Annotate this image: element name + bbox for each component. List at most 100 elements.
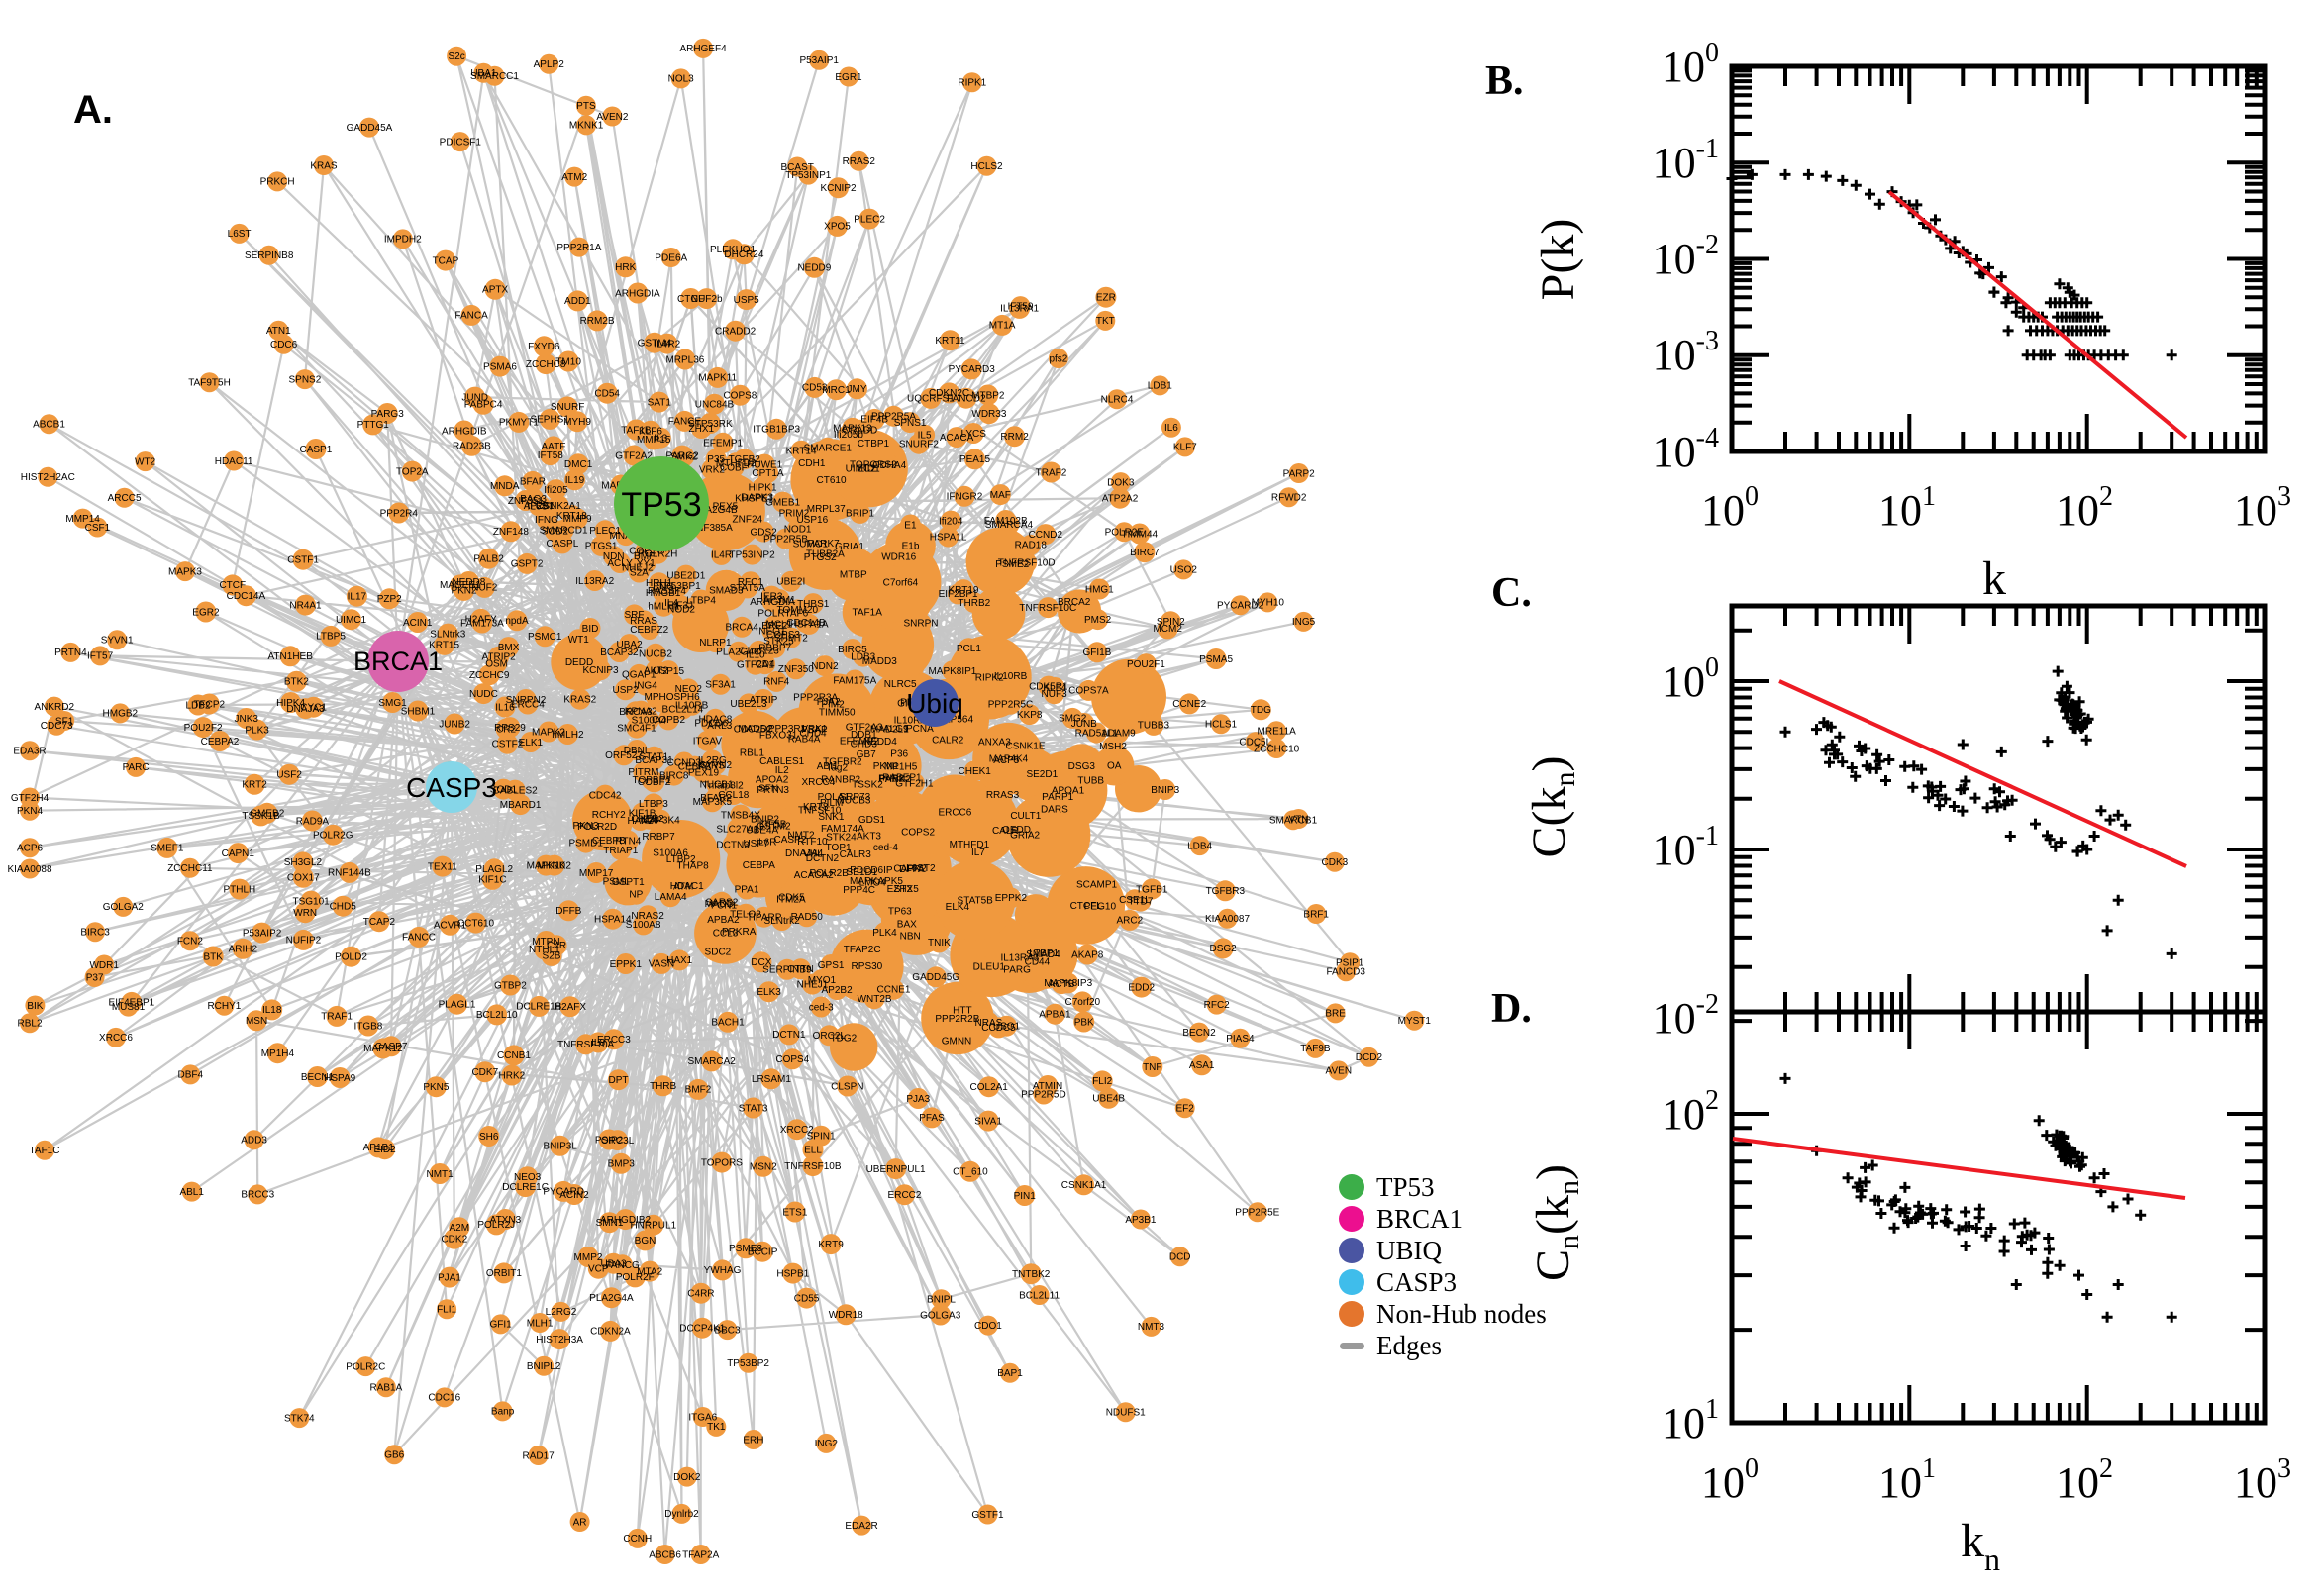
svg-text:BMP3: BMP3 bbox=[608, 1159, 636, 1170]
svg-text:CCDC5: CCDC5 bbox=[981, 1023, 1016, 1034]
svg-text:pfs2: pfs2 bbox=[1049, 353, 1067, 364]
svg-text:BRE: BRE bbox=[1325, 1009, 1346, 1020]
svg-text:IL6: IL6 bbox=[1164, 423, 1178, 434]
svg-text:VCP: VCP bbox=[588, 1264, 609, 1275]
svg-text:PLEKHO1: PLEKHO1 bbox=[710, 245, 757, 255]
svg-text:SCAMP1: SCAMP1 bbox=[1076, 880, 1118, 891]
svg-text:DFFB: DFFB bbox=[556, 906, 581, 917]
svg-text:USO2: USO2 bbox=[1170, 565, 1198, 576]
svg-text:USP16: USP16 bbox=[796, 515, 828, 526]
svg-text:GTBP2: GTBP2 bbox=[494, 980, 527, 991]
svg-text:PLK3: PLK3 bbox=[245, 725, 269, 736]
svg-text:IL10: IL10 bbox=[746, 650, 765, 661]
svg-text:JNK3: JNK3 bbox=[234, 714, 258, 725]
svg-text:MAP4K4: MAP4K4 bbox=[989, 754, 1029, 765]
svg-text:BIRC8: BIRC8 bbox=[659, 770, 689, 781]
svg-text:AR: AR bbox=[573, 1517, 587, 1528]
svg-text:YY1: YY1 bbox=[637, 558, 656, 569]
svg-text:STAT1: STAT1 bbox=[640, 752, 669, 763]
svg-text:CSF1: CSF1 bbox=[85, 523, 111, 534]
svg-text:FANCC: FANCC bbox=[402, 933, 436, 944]
svg-text:CEBPZ2: CEBPZ2 bbox=[630, 625, 668, 636]
svg-text:WT1: WT1 bbox=[568, 635, 590, 646]
svg-text:GSPT1: GSPT1 bbox=[612, 877, 645, 888]
svg-text:RTN4: RTN4 bbox=[615, 836, 641, 847]
svg-text:BECN1: BECN1 bbox=[301, 1072, 335, 1083]
svg-text:APOA2: APOA2 bbox=[756, 775, 789, 786]
svg-text:ATRIP2: ATRIP2 bbox=[481, 652, 516, 663]
svg-text:SMARCE1: SMARCE1 bbox=[804, 444, 853, 454]
svg-text:CD53: CD53 bbox=[802, 383, 828, 394]
svg-text:PILM: PILM bbox=[820, 798, 843, 809]
svg-text:GDS1: GDS1 bbox=[858, 815, 886, 826]
svg-text:EFEMP2: EFEMP2 bbox=[840, 736, 879, 747]
svg-text:MYO1: MYO1 bbox=[808, 975, 837, 986]
svg-text:STAT3: STAT3 bbox=[739, 1103, 768, 1114]
svg-text:TOP2A: TOP2A bbox=[396, 466, 429, 477]
svg-text:MRE11A: MRE11A bbox=[1258, 727, 1297, 738]
svg-text:TELO2: TELO2 bbox=[730, 910, 761, 921]
svg-text:MTPN: MTPN bbox=[532, 937, 559, 948]
svg-text:MADD2: MADD2 bbox=[738, 724, 772, 735]
svg-text:VRK2: VRK2 bbox=[699, 465, 726, 476]
svg-text:PSIP2: PSIP2 bbox=[595, 1135, 624, 1146]
svg-text:IMPDH2: IMPDH2 bbox=[384, 235, 422, 246]
svg-text:LDB3: LDB3 bbox=[851, 651, 875, 662]
svg-text:LYCS: LYCS bbox=[961, 429, 987, 440]
svg-text:PPP2R5E: PPP2R5E bbox=[1235, 1208, 1279, 1219]
svg-text:CTBP1: CTBP1 bbox=[858, 439, 890, 449]
svg-text:TM10: TM10 bbox=[556, 356, 581, 367]
svg-text:P37: P37 bbox=[86, 972, 104, 983]
svg-text:B.: B. bbox=[1485, 58, 1524, 104]
svg-text:ACVR1: ACVR1 bbox=[434, 921, 467, 932]
svg-text:hMLH1: hMLH1 bbox=[648, 602, 680, 613]
svg-text:CDHA4: CDHA4 bbox=[872, 460, 906, 471]
svg-text:UBERNPUL1: UBERNPUL1 bbox=[866, 1164, 926, 1175]
svg-text:IFNGR2: IFNGR2 bbox=[947, 492, 983, 503]
svg-text:Tag2: Tag2 bbox=[826, 763, 848, 774]
svg-text:SERPINB9: SERPINB9 bbox=[762, 965, 812, 976]
svg-text:LDB1: LDB1 bbox=[1148, 381, 1172, 392]
svg-text:ERCC2: ERCC2 bbox=[888, 1190, 922, 1201]
svg-text:PTTG1: PTTG1 bbox=[357, 420, 390, 431]
svg-text:TOPBP1: TOPBP1 bbox=[633, 775, 672, 786]
svg-text:SOD1: SOD1 bbox=[490, 784, 518, 795]
svg-text:BGN: BGN bbox=[635, 1236, 656, 1247]
svg-text:PSMC1: PSMC1 bbox=[528, 632, 562, 643]
svg-text:PTGS2: PTGS2 bbox=[804, 552, 837, 563]
svg-text:ATXN3: ATXN3 bbox=[490, 1215, 522, 1226]
svg-text:ARHGDIA: ARHGDIA bbox=[615, 288, 660, 299]
svg-text:THRB: THRB bbox=[650, 1081, 677, 1092]
svg-text:CPT1A: CPT1A bbox=[752, 468, 784, 479]
svg-text:PARK7: PARK7 bbox=[808, 539, 840, 549]
svg-text:CCL18: CCL18 bbox=[718, 790, 750, 801]
svg-text:MMP9: MMP9 bbox=[563, 514, 592, 525]
svg-text:C1orf123: C1orf123 bbox=[739, 647, 780, 657]
svg-text:CDK3: CDK3 bbox=[1322, 857, 1349, 868]
svg-text:CCNB1: CCNB1 bbox=[497, 1050, 531, 1061]
svg-text:SHBM1: SHBM1 bbox=[401, 706, 436, 717]
svg-text:FANCD2: FANCD2 bbox=[947, 394, 986, 405]
svg-text:SEPHS1: SEPHS1 bbox=[530, 415, 569, 426]
svg-text:RANBP2: RANBP2 bbox=[821, 774, 860, 785]
svg-text:MAPK8IP1: MAPK8IP1 bbox=[928, 666, 976, 677]
svg-text:OA: OA bbox=[1107, 761, 1122, 772]
svg-text:UBE2I: UBE2I bbox=[776, 577, 805, 588]
svg-text:ZNF385A: ZNF385A bbox=[690, 523, 733, 534]
svg-text:SE1D1: SE1D1 bbox=[847, 867, 878, 878]
svg-text:IL5: IL5 bbox=[918, 431, 932, 442]
svg-text:NLRP1: NLRP1 bbox=[699, 638, 732, 648]
svg-text:UNC84B: UNC84B bbox=[695, 400, 735, 411]
svg-text:S100A4: S100A4 bbox=[632, 715, 667, 726]
svg-text:PSIP1: PSIP1 bbox=[1336, 958, 1364, 969]
svg-text:NLRC5: NLRC5 bbox=[884, 679, 917, 690]
svg-text:SUMO1: SUMO1 bbox=[793, 539, 829, 549]
svg-text:MYST1: MYST1 bbox=[1398, 1016, 1432, 1027]
svg-text:ACACA: ACACA bbox=[940, 433, 974, 444]
svg-text:CEBPA2: CEBPA2 bbox=[201, 737, 240, 748]
svg-text:RAB1A: RAB1A bbox=[370, 1383, 403, 1394]
svg-text:FCN2: FCN2 bbox=[177, 937, 204, 948]
svg-text:PYCARD: PYCARD bbox=[543, 1187, 584, 1198]
svg-text:PPP4C: PPP4C bbox=[843, 885, 875, 896]
svg-text:C4R: C4R bbox=[547, 941, 566, 951]
